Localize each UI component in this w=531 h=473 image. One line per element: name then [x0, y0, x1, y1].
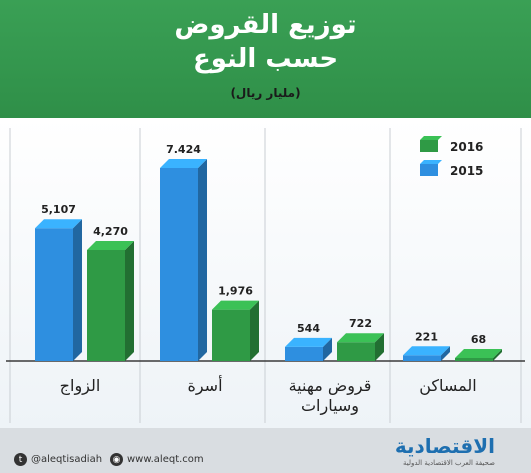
category-label: قروض مهنية	[289, 376, 372, 396]
bar-front	[212, 309, 250, 361]
bar-top	[337, 333, 384, 343]
bar-front	[403, 355, 441, 361]
category-label: وسيارات	[301, 396, 359, 416]
legend-swatch-top	[420, 136, 442, 140]
bar-side	[198, 158, 207, 361]
legend-label-2016: 2016	[450, 140, 483, 154]
plot-area: 5,107 7.424 544 221 4,270 1,976 722 68 الزواج أسر…	[0, 118, 531, 428]
chart-title-line2: حسب النوع	[192, 44, 339, 74]
legend-swatch-2016	[420, 140, 438, 152]
bar-side	[250, 300, 259, 361]
bar-side	[73, 219, 82, 361]
bar-2015-1	[160, 158, 207, 361]
twitter-text: @aleqtisadiah	[31, 454, 103, 465]
bar-top	[87, 240, 134, 250]
bar-side	[125, 240, 134, 361]
twitter-handle[interactable]: t @aleqtisadiah	[14, 453, 102, 466]
chart-title-line1: توزيع القروض	[174, 10, 357, 40]
bar-front	[160, 167, 198, 361]
bar-side	[441, 346, 450, 361]
website-text: www.aleqt.com	[127, 454, 204, 465]
bar-2015-3	[403, 346, 450, 361]
data-label: 4,270	[93, 225, 128, 238]
data-label: 722	[349, 317, 372, 330]
data-label: 544	[297, 322, 320, 335]
bar-front	[87, 249, 125, 361]
bar-front	[285, 346, 323, 361]
legend-swatch-top	[420, 160, 442, 164]
footer-bar: t @aleqtisadiah ◉ www.aleqt.com الاقتصاد…	[0, 428, 531, 473]
bar-top	[403, 346, 450, 356]
bar-front	[35, 228, 73, 361]
website-link[interactable]: ◉ www.aleqt.com	[110, 453, 204, 466]
bar-top	[35, 219, 82, 229]
bar-2016-1	[212, 300, 259, 361]
bar-2015-2	[285, 337, 332, 361]
header-banner: توزيع القروض حسب النوع (مليار ريال)	[0, 0, 531, 118]
bar-2016-2	[337, 333, 384, 361]
globe-icon: ◉	[110, 453, 123, 466]
data-label: 7.424	[166, 143, 201, 156]
legend-label-2015: 2015	[450, 164, 483, 178]
bar-2016-0	[87, 240, 134, 361]
brand-logo: الاقتصادية	[394, 434, 495, 458]
bar-top	[285, 337, 332, 347]
data-label: 1,976	[218, 285, 253, 298]
data-label: 68	[471, 333, 486, 346]
category-label: الزواج	[60, 376, 101, 396]
bar-front	[337, 342, 375, 361]
chart-unit: (مليار ريال)	[230, 86, 301, 100]
bar-2015-0	[35, 219, 82, 361]
twitter-icon: t	[14, 453, 27, 466]
bar-side	[493, 349, 502, 361]
bar-front	[455, 358, 493, 361]
category-label: أسرة	[187, 375, 222, 396]
legend-swatch-2015	[420, 164, 438, 176]
bar-side	[375, 333, 384, 361]
brand-tagline: صحيفة العرب الاقتصادية الدولية	[403, 459, 495, 467]
bar-top	[160, 158, 207, 168]
category-label: المساكن	[419, 376, 477, 396]
data-label: 221	[415, 330, 438, 343]
bar-top	[455, 349, 502, 358]
bar-2016-3	[455, 349, 502, 361]
bar-chart: 5,107 7.424 544 221 4,270 1,976 722 68 الزواج أسر…	[6, 128, 525, 423]
bar-top	[212, 300, 259, 310]
data-label: 5,107	[41, 203, 76, 216]
bar-side	[323, 337, 332, 361]
